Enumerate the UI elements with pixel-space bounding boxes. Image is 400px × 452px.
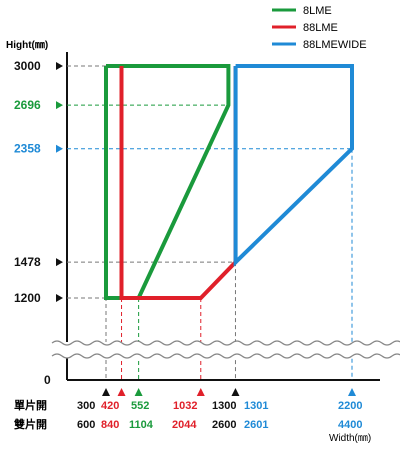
x-tick-double-1104: 1104 (129, 419, 154, 431)
x-tick-marker-2200 (348, 388, 356, 396)
y-tick-marker-2696 (56, 101, 63, 110)
x-tick-marker-552 (134, 388, 143, 396)
legend-label-88lme: 88LME (303, 22, 338, 34)
y-ticks: 3000 2696 2358 1478 1200 0 (14, 59, 63, 387)
series-88lmewide (233, 64, 354, 267)
y-tick-label-0: 0 (44, 373, 51, 387)
x-tick-double-2600: 2600 (212, 419, 236, 431)
x-tick-single-420: 420 (101, 400, 119, 412)
y-axis-label: Hight(㎜) (6, 40, 48, 51)
y-tick-marker-3000 (56, 62, 63, 70)
axes (66, 52, 380, 381)
x-tick-single-300: 300 (77, 400, 95, 412)
x-tick-marker-300 (102, 388, 110, 396)
y-tick-label-2358: 2358 (14, 142, 41, 156)
x-tick-double-840: 840 (101, 419, 119, 431)
x-tick-double-600: 600 (77, 419, 95, 431)
x-tick-single-1032: 1032 (173, 400, 197, 412)
x-ticks: 300 600 420 840 552 1104 1032 2044 1300 2600 1301 2… (77, 388, 362, 431)
axis-break-wave-top (51, 340, 400, 346)
y-tick-label-1478: 1478 (14, 255, 41, 269)
y-tick-marker-1478 (56, 258, 63, 267)
y-tick-label-1200: 1200 (14, 291, 41, 305)
x-tick-double-2044: 2044 (172, 419, 197, 431)
x-tick-single-1301: 1301 (244, 400, 268, 412)
x-tick-marker-1300 (231, 388, 240, 396)
x-tick-single-1300: 1300 (212, 400, 236, 412)
x-tick-single-2200: 2200 (338, 400, 362, 412)
y-tick-label-3000: 3000 (14, 59, 41, 73)
series-88lme (119, 66, 238, 300)
x-tick-single-552: 552 (131, 400, 149, 412)
series-8lme (104, 64, 231, 300)
x-row-label-single: 單片開 (14, 398, 47, 412)
x-tick-marker-1032 (196, 388, 205, 396)
y-tick-marker-1200 (56, 294, 63, 302)
legend-label-88lmewide: 88LMEWIDE (303, 39, 367, 51)
guide-lines (67, 65, 353, 380)
y-tick-marker-2358 (56, 144, 63, 153)
series-group (104, 64, 354, 300)
legend-label-8lme: 8LME (303, 5, 332, 17)
x-tick-marker-420 (117, 388, 126, 396)
x-tick-double-4400: 4400 (338, 419, 362, 431)
legend: 8LME 88LME 88LMEWIDE (272, 5, 367, 51)
axis-break-wave-bottom (51, 353, 400, 359)
x-tick-double-2601: 2601 (244, 419, 268, 431)
x-axis-label: Width(㎜) (329, 433, 371, 444)
x-row-label-double: 雙片開 (14, 417, 47, 431)
axis-break (51, 340, 400, 359)
y-tick-label-2696: 2696 (14, 98, 41, 112)
